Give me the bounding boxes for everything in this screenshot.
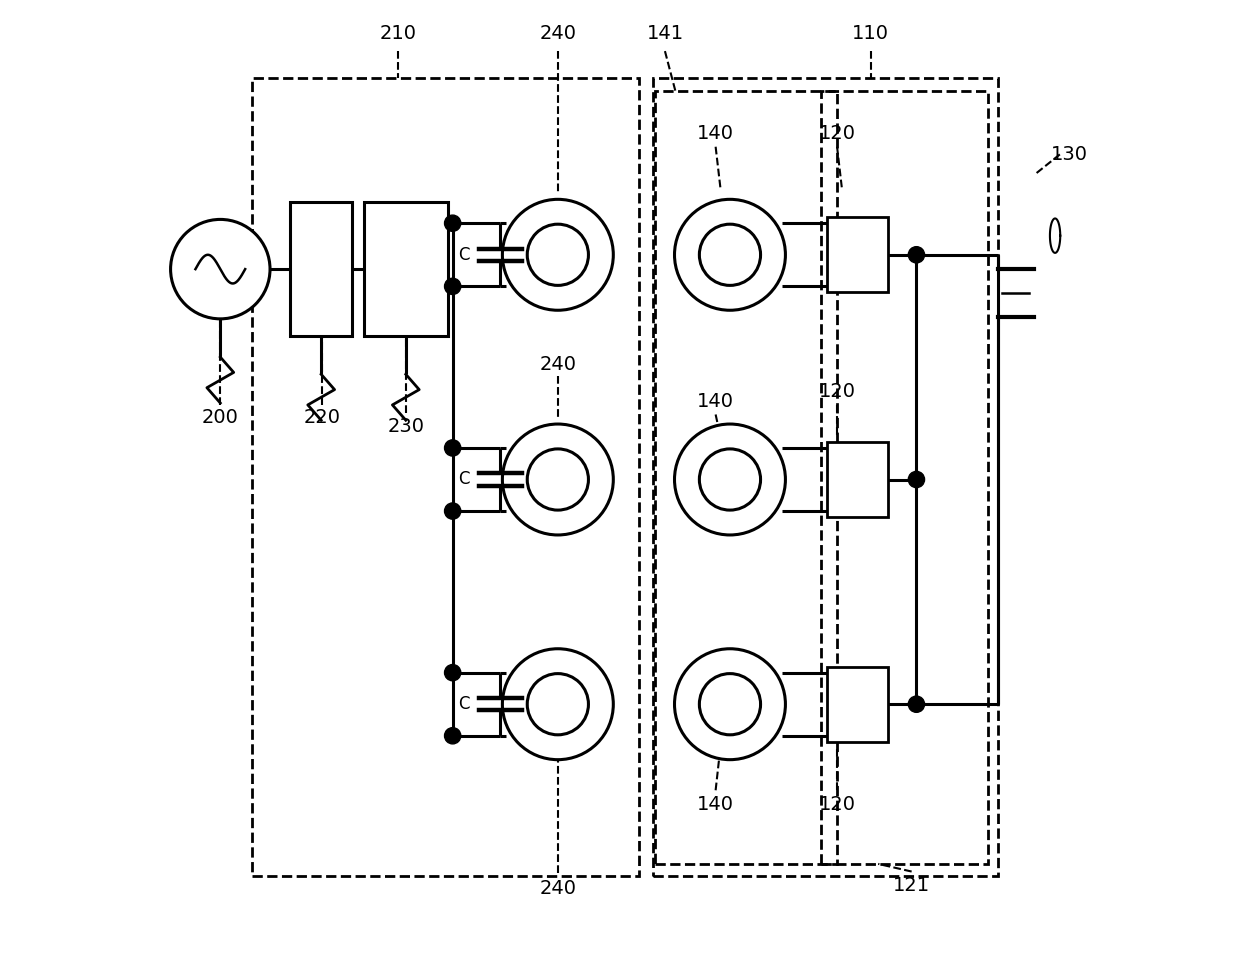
Circle shape (444, 215, 461, 231)
Circle shape (675, 648, 785, 760)
Text: 220: 220 (303, 408, 340, 427)
Text: 120: 120 (818, 124, 856, 143)
Circle shape (444, 728, 461, 744)
Circle shape (444, 278, 461, 294)
Text: 120: 120 (818, 382, 856, 401)
Text: C: C (459, 246, 470, 264)
Circle shape (527, 224, 589, 286)
Text: 230: 230 (387, 417, 424, 436)
Text: 240: 240 (539, 355, 577, 374)
Text: 130: 130 (1052, 145, 1087, 164)
Circle shape (502, 648, 614, 760)
Bar (252, 78, 639, 877)
Text: 210: 210 (379, 24, 417, 43)
Text: 121: 121 (893, 877, 930, 896)
Bar (821, 91, 988, 864)
Bar (827, 442, 888, 517)
Circle shape (527, 449, 589, 510)
Circle shape (699, 449, 760, 510)
Circle shape (699, 224, 760, 286)
Circle shape (909, 696, 925, 713)
Text: 140: 140 (697, 795, 734, 814)
Text: 240: 240 (539, 24, 577, 43)
Circle shape (909, 246, 925, 263)
Bar (656, 91, 837, 864)
Text: C: C (459, 695, 470, 713)
Text: 140: 140 (697, 391, 734, 410)
Text: 120: 120 (818, 795, 856, 814)
Text: 110: 110 (852, 24, 889, 43)
Circle shape (675, 199, 785, 311)
Bar (827, 218, 888, 292)
Bar (363, 202, 448, 336)
Circle shape (444, 503, 461, 519)
Circle shape (675, 424, 785, 535)
Text: C: C (459, 471, 470, 488)
Circle shape (699, 673, 760, 735)
Circle shape (171, 220, 270, 318)
Circle shape (502, 199, 614, 311)
Text: 240: 240 (539, 879, 577, 899)
Bar (827, 667, 888, 741)
Circle shape (444, 440, 461, 456)
Circle shape (527, 673, 589, 735)
Circle shape (502, 424, 614, 535)
Text: 200: 200 (202, 408, 239, 427)
Text: 140: 140 (697, 124, 734, 143)
Circle shape (444, 665, 461, 681)
Bar (653, 78, 998, 877)
Bar (290, 202, 352, 336)
Circle shape (909, 472, 925, 487)
Text: 141: 141 (646, 24, 683, 43)
